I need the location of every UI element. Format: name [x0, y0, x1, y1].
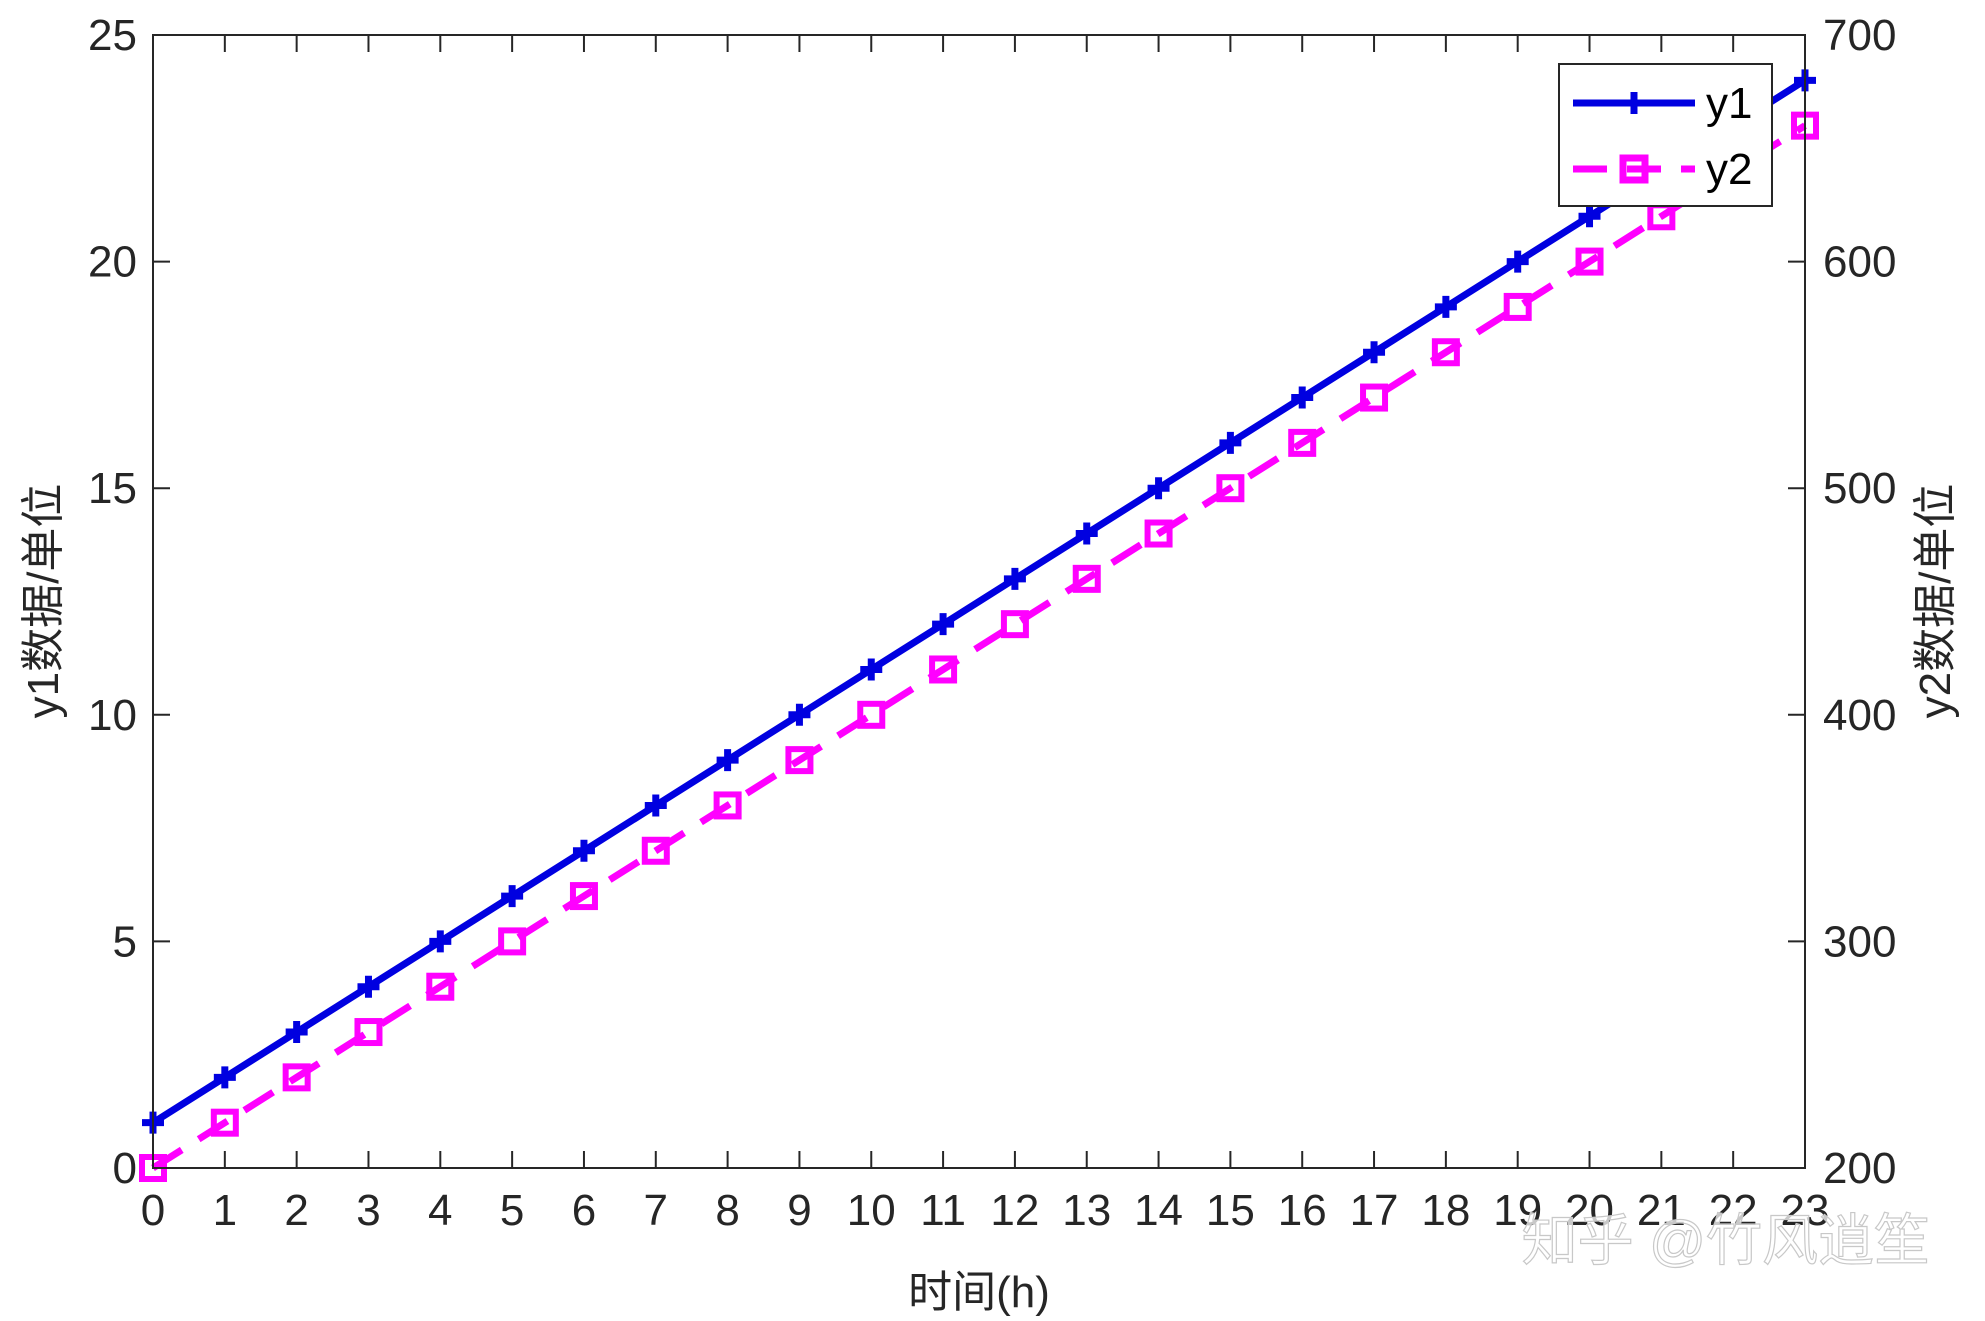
data-point-y2 [1288, 428, 1317, 457]
x-tick-label: 14 [1134, 1186, 1183, 1235]
x-tick-label: 18 [1421, 1186, 1470, 1235]
x-tick-label: 3 [356, 1186, 380, 1235]
series-layer [139, 69, 1819, 1182]
data-point-y2 [857, 700, 886, 729]
data-point-y2 [713, 791, 742, 820]
data-point-y2 [1431, 338, 1460, 367]
y-right-tick-label: 700 [1823, 11, 1896, 60]
data-point-y1 [716, 749, 739, 772]
data-point-y1 [1291, 386, 1314, 409]
x-tick-label: 23 [1781, 1186, 1830, 1235]
x-tick-label: 8 [715, 1186, 739, 1235]
x-tick-label: 13 [1062, 1186, 1111, 1235]
x-tick-label: 22 [1709, 1186, 1758, 1235]
data-point-y2 [1360, 383, 1389, 412]
y-right-tick-label: 500 [1823, 464, 1896, 513]
data-point-y1 [429, 930, 452, 953]
legend-label-y2: y2 [1706, 145, 1752, 194]
x-tick-label: 7 [644, 1186, 668, 1235]
legend-box [1558, 63, 1773, 207]
plot-frame [152, 34, 1806, 1169]
data-point-y1 [1147, 477, 1170, 500]
y-right-tick-label: 600 [1823, 238, 1896, 287]
data-point-y2 [1000, 610, 1029, 639]
data-point-y2 [1144, 519, 1173, 548]
data-point-y1 [644, 794, 667, 817]
data-point-y2 [426, 972, 455, 1001]
data-point-y1 [1434, 295, 1457, 318]
x-axis-title: 时间(h) [908, 1268, 1050, 1317]
data-point-y2 [929, 655, 958, 684]
data-point-y1 [860, 658, 883, 681]
data-point-y1 [501, 885, 524, 908]
y-axis-title-left: y1数据/单位 [19, 484, 68, 719]
data-point-y2 [1575, 247, 1604, 276]
data-point-y2 [785, 746, 814, 775]
x-tick-label: 5 [500, 1186, 524, 1235]
data-point-y1 [357, 975, 380, 998]
x-tick-label: 9 [787, 1186, 811, 1235]
legend: y1 y2 [1558, 63, 1773, 207]
legend-marker-y2 [1619, 154, 1649, 184]
x-tick-label: 19 [1493, 1186, 1542, 1235]
y-right-tick-label: 300 [1823, 917, 1896, 966]
legend-marker-y1 [1623, 92, 1645, 114]
data-point-y1 [1363, 341, 1386, 364]
y-right-tick-label: 400 [1823, 691, 1896, 740]
data-point-y2 [641, 836, 670, 865]
data-point-y1 [572, 839, 595, 862]
x-tick-label: 10 [847, 1186, 896, 1235]
data-point-y1 [285, 1021, 308, 1044]
series-line-y1 [151, 77, 1807, 1126]
data-point-y1 [1003, 567, 1026, 590]
x-tick-label: 6 [572, 1186, 596, 1235]
data-point-y1 [213, 1066, 236, 1089]
legend-label-y1: y1 [1706, 79, 1752, 128]
x-tick-label: 2 [284, 1186, 308, 1235]
watermark: 知乎 @竹风逍笙 [1522, 1209, 1930, 1272]
data-point-y1 [1506, 250, 1529, 273]
x-tick-label: 0 [141, 1186, 165, 1235]
y-left-tick-label: 5 [113, 917, 137, 966]
data-point-y1 [932, 613, 955, 636]
data-point-y2 [282, 1063, 311, 1092]
y-left-tick-label: 0 [113, 1144, 137, 1193]
x-tick-label: 4 [428, 1186, 452, 1235]
data-point-y2 [354, 1018, 383, 1047]
y-axis-title-right: y2数据/单位 [1911, 484, 1960, 719]
x-tick-label: 12 [990, 1186, 1039, 1235]
data-point-y1 [788, 703, 811, 726]
x-tick-label: 16 [1278, 1186, 1327, 1235]
axis-ticks [152, 34, 1806, 1169]
tick-labels: 0 1 2 3 4 5 6 7 8 9 10 11 12 13 14 15 16 17 18 19 20 21 22 2305… [88, 11, 1896, 1235]
x-tick-label: 20 [1565, 1186, 1614, 1235]
data-point-y2 [1216, 474, 1245, 503]
data-point-y2 [498, 927, 527, 956]
x-tick-label: 21 [1637, 1186, 1686, 1235]
x-tick-label: 11 [920, 1186, 966, 1235]
data-point-y2 [569, 882, 598, 911]
y-left-tick-label: 25 [88, 11, 137, 60]
x-tick-label: 15 [1206, 1186, 1255, 1235]
y-left-tick-label: 20 [88, 238, 137, 287]
series-y2 [139, 111, 1819, 1182]
data-point-y2 [1503, 292, 1532, 321]
data-point-y2 [210, 1108, 239, 1137]
x-tick-label: 17 [1350, 1186, 1399, 1235]
x-tick-label: 1 [213, 1186, 237, 1235]
data-point-y1 [1219, 431, 1242, 454]
y-left-tick-label: 10 [88, 691, 137, 740]
data-point-y2 [1072, 564, 1101, 593]
y-right-tick-label: 200 [1823, 1144, 1896, 1193]
data-point-y1 [1578, 205, 1601, 228]
data-point-y1 [1075, 522, 1098, 545]
y-left-tick-label: 15 [88, 464, 137, 513]
